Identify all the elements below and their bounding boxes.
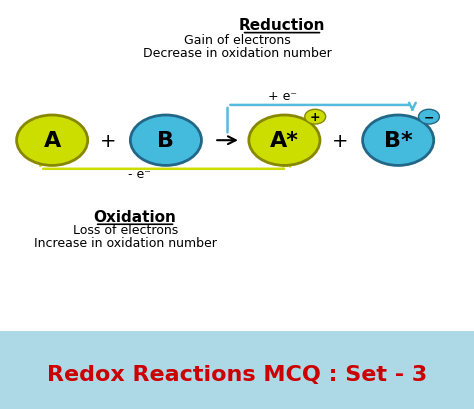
- Text: Loss of electrons: Loss of electrons: [73, 223, 178, 236]
- Text: +: +: [310, 111, 320, 124]
- Text: +: +: [100, 131, 116, 151]
- Circle shape: [419, 110, 439, 125]
- Text: Gain of electrons: Gain of electrons: [183, 34, 291, 47]
- Circle shape: [17, 116, 88, 166]
- Text: A*: A*: [270, 131, 299, 151]
- Text: Redox Reactions MCQ : Set - 3: Redox Reactions MCQ : Set - 3: [47, 364, 427, 384]
- Text: Reduction: Reduction: [239, 18, 325, 34]
- Text: B*: B*: [384, 131, 412, 151]
- FancyBboxPatch shape: [0, 331, 474, 409]
- Text: B: B: [157, 131, 174, 151]
- Text: Increase in oxidation number: Increase in oxidation number: [34, 237, 217, 249]
- Text: −: −: [424, 111, 434, 124]
- Circle shape: [249, 116, 320, 166]
- Text: Decrease in oxidation number: Decrease in oxidation number: [143, 47, 331, 60]
- Text: + e⁻: + e⁻: [267, 89, 297, 102]
- Text: Oxidation: Oxidation: [94, 210, 176, 225]
- Circle shape: [130, 116, 201, 166]
- Circle shape: [305, 110, 326, 125]
- Circle shape: [363, 116, 434, 166]
- Text: +: +: [332, 131, 348, 151]
- Text: - e⁻: - e⁻: [128, 168, 151, 181]
- Text: A: A: [44, 131, 61, 151]
